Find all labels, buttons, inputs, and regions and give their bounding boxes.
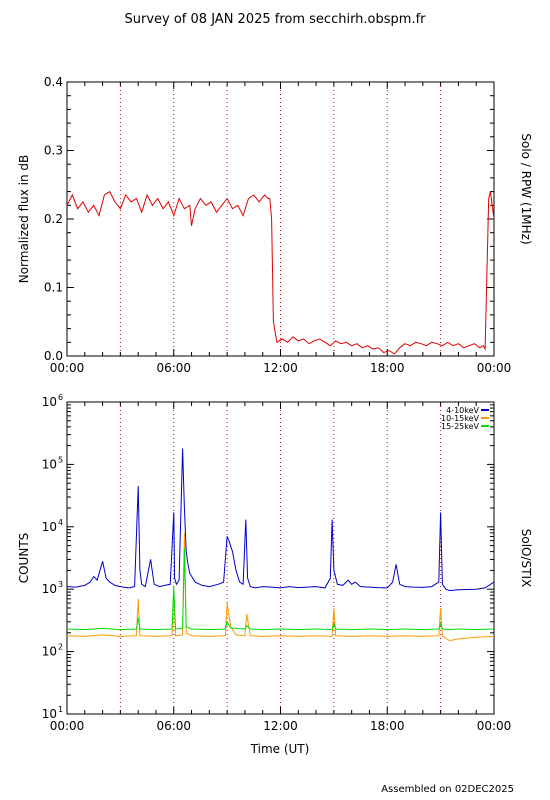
stix-ytick-exp-5: 5 — [58, 455, 63, 464]
footer-text: Assembled on 02DEC2025 — [381, 784, 514, 795]
stix-right-label: SolO/STIX — [519, 529, 533, 588]
stix-series-line-0 — [66, 448, 495, 592]
rpw-ytick-label-1: 0.3 — [44, 144, 63, 158]
rpw-xtick-label-2: 12:00 — [263, 361, 298, 375]
rpw-xtick-label-3: 18:00 — [370, 361, 405, 375]
stix-ytick-exp-2: 2 — [58, 643, 63, 652]
figure-title: Survey of 08 JAN 2025 from secchirh.obsp… — [125, 12, 427, 27]
rpw-ytick-label-3: 0.1 — [44, 281, 63, 295]
rpw-panel: Normalized flux in dB Solo / RPW (1MHz) … — [17, 75, 533, 375]
stix-panel: COUNTS SolO/STIX Time (UT) 00:00 06:00 12:… — [17, 393, 533, 756]
rpw-series-line-0 — [66, 190, 495, 355]
stix-ytick-label-3: 10 — [42, 582, 57, 596]
stix-legend-label-2: 15-25keV — [441, 422, 480, 431]
stix-ytick-exp-3: 3 — [58, 580, 63, 589]
stix-ytick-exp-6: 6 — [58, 393, 63, 402]
rpw-right-label: Solo / RPW (1MHz) — [519, 133, 533, 244]
stix-legend-label-0: 4-10keV — [446, 406, 479, 415]
rpw-xtick-label-4: 00:00 — [477, 361, 512, 375]
rpw-xtick-label-0: 00:00 — [50, 361, 85, 375]
stix-ytick-label-6: 10 — [42, 395, 57, 409]
stix-xtick-label-1: 06:00 — [156, 719, 191, 733]
stix-xtick-label-2: 12:00 — [263, 719, 298, 733]
rpw-xtick-label-1: 06:00 — [156, 361, 191, 375]
rpw-ytick-label-0: 0.4 — [44, 75, 63, 89]
stix-series-line-1 — [66, 532, 495, 642]
stix-ytick-exp-4: 4 — [58, 518, 63, 527]
rpw-ytick-label-2: 0.2 — [44, 212, 63, 226]
stix-ylabel: COUNTS — [17, 533, 31, 584]
stix-legend-label-1: 10-15keV — [441, 414, 480, 423]
stix-xtick-label-4: 00:00 — [477, 719, 512, 733]
stix-ytick-label-1: 10 — [42, 707, 57, 721]
stix-ytick-label-5: 10 — [42, 457, 57, 471]
stix-xtick-label-3: 18:00 — [370, 719, 405, 733]
stix-xtick-label-0: 00:00 — [50, 719, 85, 733]
stix-xlabel: Time (UT) — [250, 742, 310, 756]
stix-series-line-2 — [66, 548, 495, 631]
rpw-ylabel: Normalized flux in dB — [17, 155, 31, 284]
stix-ytick-label-4: 10 — [42, 520, 57, 534]
rpw-ytick-label-4: 0.0 — [44, 349, 63, 363]
stix-ytick-exp-1: 1 — [58, 705, 63, 714]
stix-ytick-label-2: 10 — [42, 645, 57, 659]
